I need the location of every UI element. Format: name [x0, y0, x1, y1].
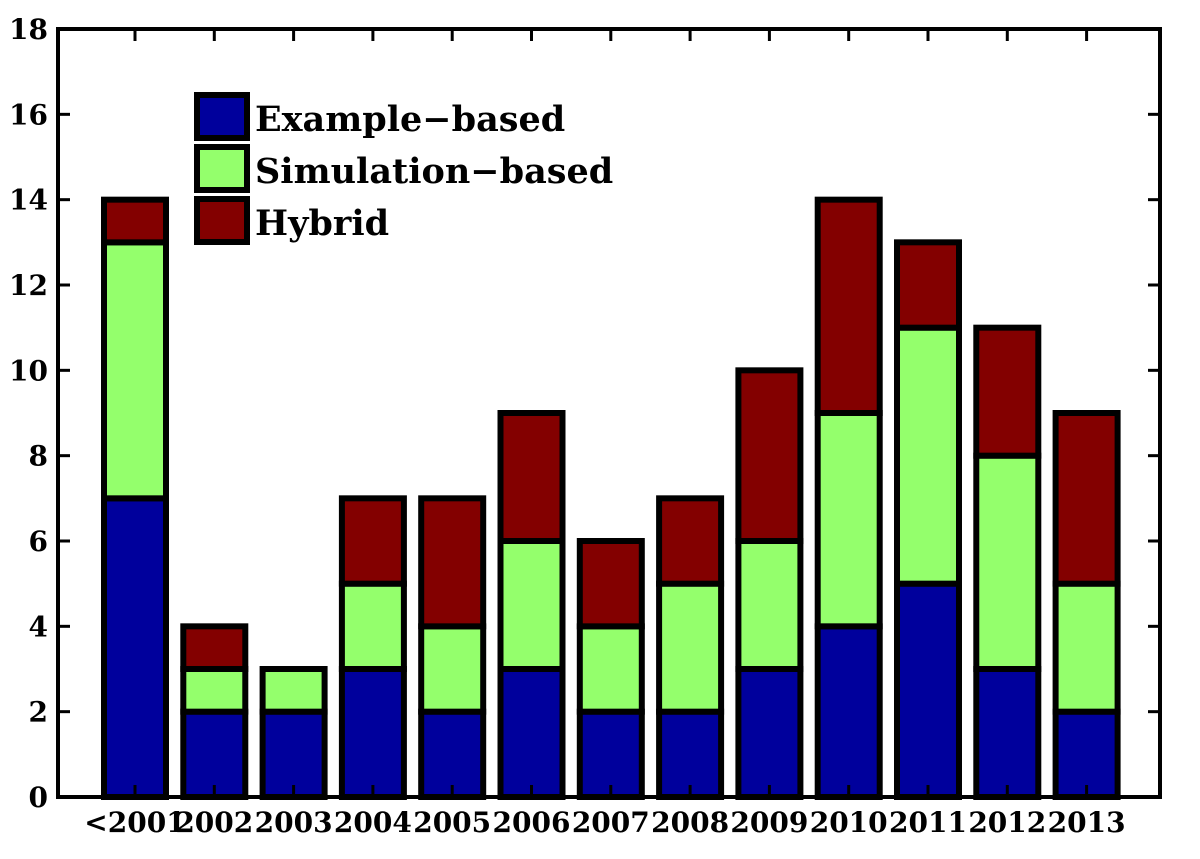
bar-segment-example-based-6: [576, 708, 645, 801]
y-tick-label: 10: [9, 354, 48, 387]
y-tick-label: 8: [29, 440, 48, 473]
x-tick-label: 2010: [810, 806, 888, 839]
bar-segment-example-based-8: [735, 666, 804, 800]
bar-segment-example-based-3: [338, 666, 407, 800]
bar-segment-simulation-based-8: [735, 538, 804, 672]
bar-segment-hybrid-5: [497, 410, 566, 544]
y-tick-label: 12: [9, 269, 48, 302]
bar-segment-hybrid-0: [101, 196, 169, 246]
x-tick-label: 2006: [493, 806, 571, 839]
bar-segment-example-based-11: [973, 666, 1042, 800]
plot-frame: [56, 27, 1162, 799]
bar-segment-simulation-based-2: [259, 666, 328, 715]
x-tick-label: 2009: [730, 806, 808, 839]
legend-label-hybrid: Hybrid: [255, 203, 389, 244]
bar-segment-simulation-based-12: [1052, 580, 1121, 715]
bar-segment-example-based-1: [180, 708, 249, 801]
bar-segment-simulation-based-1: [180, 666, 249, 715]
legend-swatch-simulation-based: [194, 144, 250, 193]
x-tick-label: 2005: [413, 806, 491, 839]
x-tick-label: 2008: [651, 806, 729, 839]
bar-segment-example-based-2: [259, 708, 328, 801]
bar-segment-hybrid-6: [576, 538, 645, 630]
y-tick-label: 6: [29, 525, 48, 558]
y-tick-label: 4: [29, 610, 48, 643]
bar-segment-simulation-based-11: [973, 452, 1042, 672]
bar-segment-example-based-10: [894, 580, 962, 801]
legend-label-example-based: Example−based: [255, 99, 565, 140]
y-tick-label: 16: [9, 98, 48, 131]
bar-segment-hybrid-7: [656, 495, 725, 587]
bar-segment-hybrid-10: [894, 239, 962, 331]
bar-segment-simulation-based-0: [101, 239, 169, 502]
bar-segment-simulation-based-4: [418, 623, 487, 715]
x-tick-label: 2011: [889, 806, 967, 839]
bar-segment-example-based-9: [814, 623, 883, 800]
x-tick-label: 2004: [334, 806, 412, 839]
x-tick-label: 2012: [968, 806, 1046, 839]
x-tick-label: 2007: [572, 806, 650, 839]
bar-segment-simulation-based-3: [338, 580, 407, 673]
bar-segment-hybrid-1: [180, 623, 249, 672]
bar-segment-example-based-7: [656, 708, 725, 801]
bar-segment-hybrid-4: [418, 495, 487, 630]
bar-segment-example-based-12: [1052, 708, 1121, 801]
bar-segment-example-based-0: [101, 495, 169, 800]
x-tick-label: 2003: [255, 806, 333, 839]
bar-segment-hybrid-11: [973, 324, 1042, 459]
legend-swatch-hybrid: [194, 196, 250, 245]
bars-layer: [101, 196, 1121, 801]
legend-label-simulation-based: Simulation−based: [255, 151, 613, 192]
bar-segment-simulation-based-6: [576, 623, 645, 715]
y-tick-label: 2: [29, 696, 48, 729]
y-tick-label: 18: [9, 13, 48, 46]
bar-segment-example-based-5: [497, 666, 566, 800]
x-tick-label: 2013: [1048, 806, 1126, 839]
bar-segment-simulation-based-7: [656, 580, 725, 715]
bar-segment-simulation-based-10: [894, 324, 962, 587]
y-tick-label: 0: [29, 781, 48, 814]
legend: Example−based Simulation−based Hybrid: [194, 92, 613, 245]
bar-segment-hybrid-12: [1052, 410, 1121, 587]
bar-segment-simulation-based-5: [497, 538, 566, 672]
bar-segment-simulation-based-9: [814, 410, 883, 630]
y-tick-label: 14: [9, 184, 48, 217]
bar-segment-example-based-4: [418, 708, 487, 801]
bar-segment-hybrid-3: [338, 495, 407, 587]
x-tick-label: 2002: [175, 806, 253, 839]
legend-swatch-example-based: [194, 92, 250, 141]
bar-segment-hybrid-9: [814, 196, 883, 416]
x-tick-label: <2001: [84, 806, 185, 839]
bar-segment-hybrid-8: [735, 367, 804, 545]
